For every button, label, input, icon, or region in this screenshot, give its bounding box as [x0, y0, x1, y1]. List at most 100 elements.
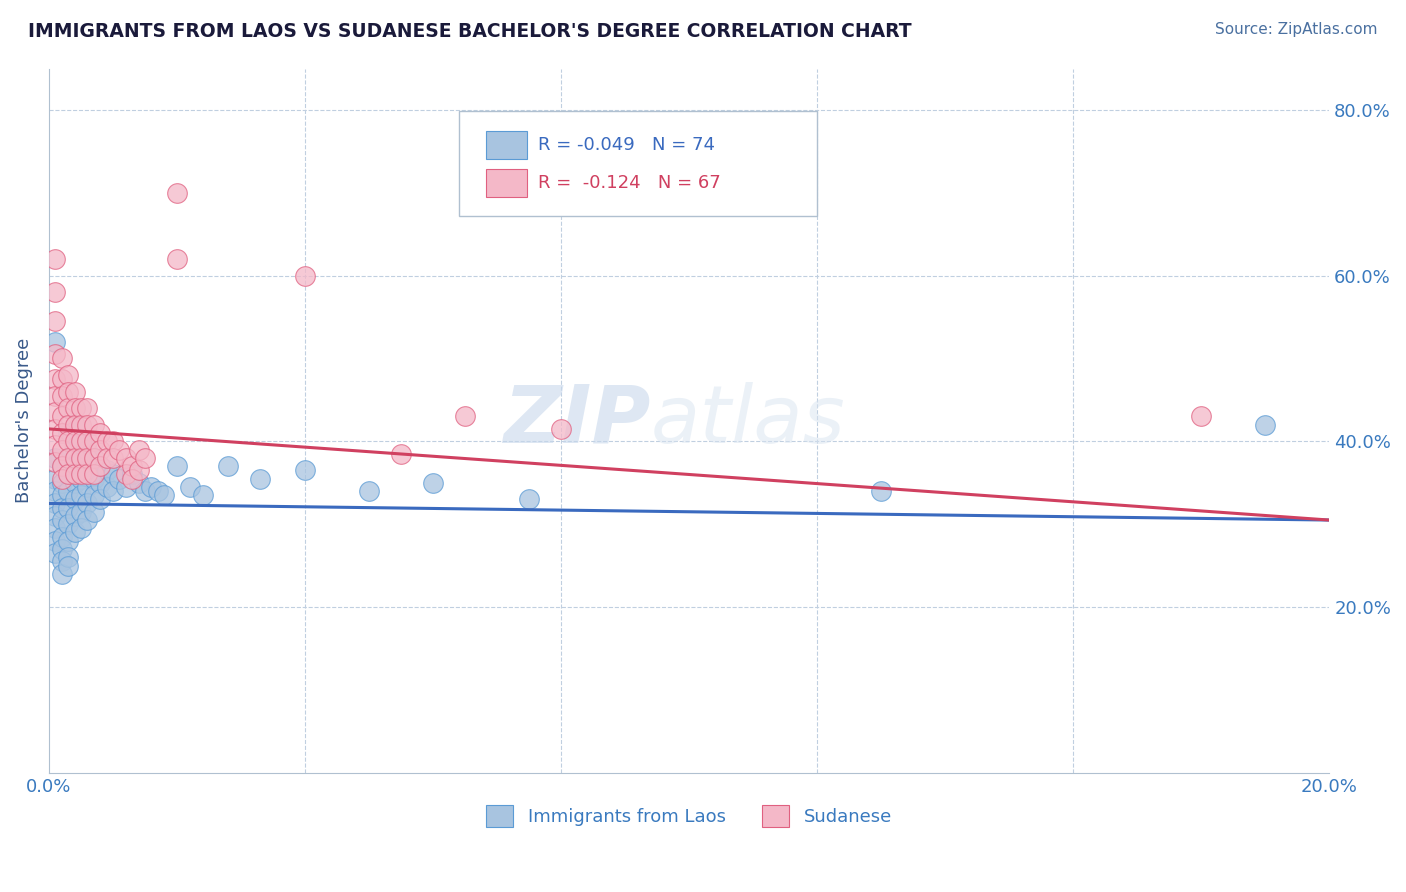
Point: [63, 450, 86, 465]
Point: [357, 484, 380, 499]
Point: [89, 492, 111, 507]
Point: [56, 384, 79, 399]
Point: [517, 492, 540, 507]
Point: [44, 508, 66, 523]
Point: [56, 450, 79, 465]
Point: [44, 347, 66, 361]
Point: [51, 442, 73, 457]
Point: [44, 405, 66, 419]
Point: [56, 450, 79, 465]
FancyBboxPatch shape: [458, 111, 817, 217]
Point: [56, 517, 79, 532]
Text: R =  -0.124   N = 67: R = -0.124 N = 67: [538, 174, 721, 193]
Point: [153, 488, 176, 502]
Point: [51, 488, 73, 502]
Point: [76, 442, 98, 457]
Point: [56, 550, 79, 565]
Point: [44, 372, 66, 386]
Point: [70, 472, 93, 486]
Point: [44, 455, 66, 469]
Point: [56, 368, 79, 382]
Point: [70, 455, 93, 469]
Point: [1254, 417, 1277, 432]
Point: [146, 484, 169, 499]
Point: [51, 472, 73, 486]
Text: ZIP: ZIP: [503, 382, 651, 459]
Point: [44, 252, 66, 266]
Text: Source: ZipAtlas.com: Source: ZipAtlas.com: [1215, 22, 1378, 37]
Point: [422, 475, 444, 490]
Point: [108, 442, 131, 457]
Point: [1189, 409, 1212, 424]
Legend: Immigrants from Laos, Sudanese: Immigrants from Laos, Sudanese: [479, 797, 898, 834]
Point: [56, 467, 79, 482]
Point: [63, 475, 86, 490]
Point: [56, 484, 79, 499]
Point: [51, 542, 73, 557]
Point: [89, 459, 111, 474]
Point: [128, 463, 150, 477]
Point: [70, 417, 93, 432]
Point: [114, 480, 136, 494]
Point: [56, 417, 79, 432]
Point: [44, 484, 66, 499]
Point: [114, 450, 136, 465]
Point: [44, 334, 66, 349]
Point: [44, 285, 66, 300]
Point: [63, 417, 86, 432]
Point: [134, 484, 156, 499]
Point: [76, 463, 98, 477]
Text: R = -0.049   N = 74: R = -0.049 N = 74: [538, 136, 716, 154]
Point: [294, 463, 316, 477]
Point: [63, 467, 86, 482]
Point: [44, 450, 66, 465]
FancyBboxPatch shape: [485, 131, 526, 160]
Point: [83, 450, 105, 465]
Point: [51, 513, 73, 527]
Point: [44, 438, 66, 452]
Point: [44, 314, 66, 328]
Point: [83, 434, 105, 449]
FancyBboxPatch shape: [485, 169, 526, 197]
Point: [56, 401, 79, 416]
Point: [121, 459, 143, 474]
Point: [166, 252, 188, 266]
Point: [56, 558, 79, 573]
Point: [56, 425, 79, 440]
Point: [70, 401, 93, 416]
Point: [870, 484, 893, 499]
Point: [76, 467, 98, 482]
Point: [44, 389, 66, 403]
Point: [121, 467, 143, 482]
Point: [217, 459, 239, 474]
Point: [76, 434, 98, 449]
Point: [83, 450, 105, 465]
Point: [44, 472, 66, 486]
Point: [76, 401, 98, 416]
Point: [51, 389, 73, 403]
Point: [101, 484, 124, 499]
Point: [56, 500, 79, 515]
Point: [134, 450, 156, 465]
Point: [114, 467, 136, 482]
Point: [96, 480, 118, 494]
Point: [128, 475, 150, 490]
Point: [166, 459, 188, 474]
Point: [56, 434, 79, 449]
Point: [44, 546, 66, 560]
Point: [51, 459, 73, 474]
Text: IMMIGRANTS FROM LAOS VS SUDANESE BACHELOR'S DEGREE CORRELATION CHART: IMMIGRANTS FROM LAOS VS SUDANESE BACHELO…: [28, 22, 911, 41]
Point: [191, 488, 214, 502]
Point: [44, 496, 66, 510]
Point: [70, 488, 93, 502]
Point: [454, 409, 477, 424]
Point: [51, 475, 73, 490]
Point: [70, 434, 93, 449]
Point: [56, 467, 79, 482]
Point: [76, 496, 98, 510]
Point: [51, 554, 73, 568]
Point: [89, 425, 111, 440]
Point: [44, 521, 66, 535]
Point: [166, 186, 188, 200]
Point: [63, 401, 86, 416]
